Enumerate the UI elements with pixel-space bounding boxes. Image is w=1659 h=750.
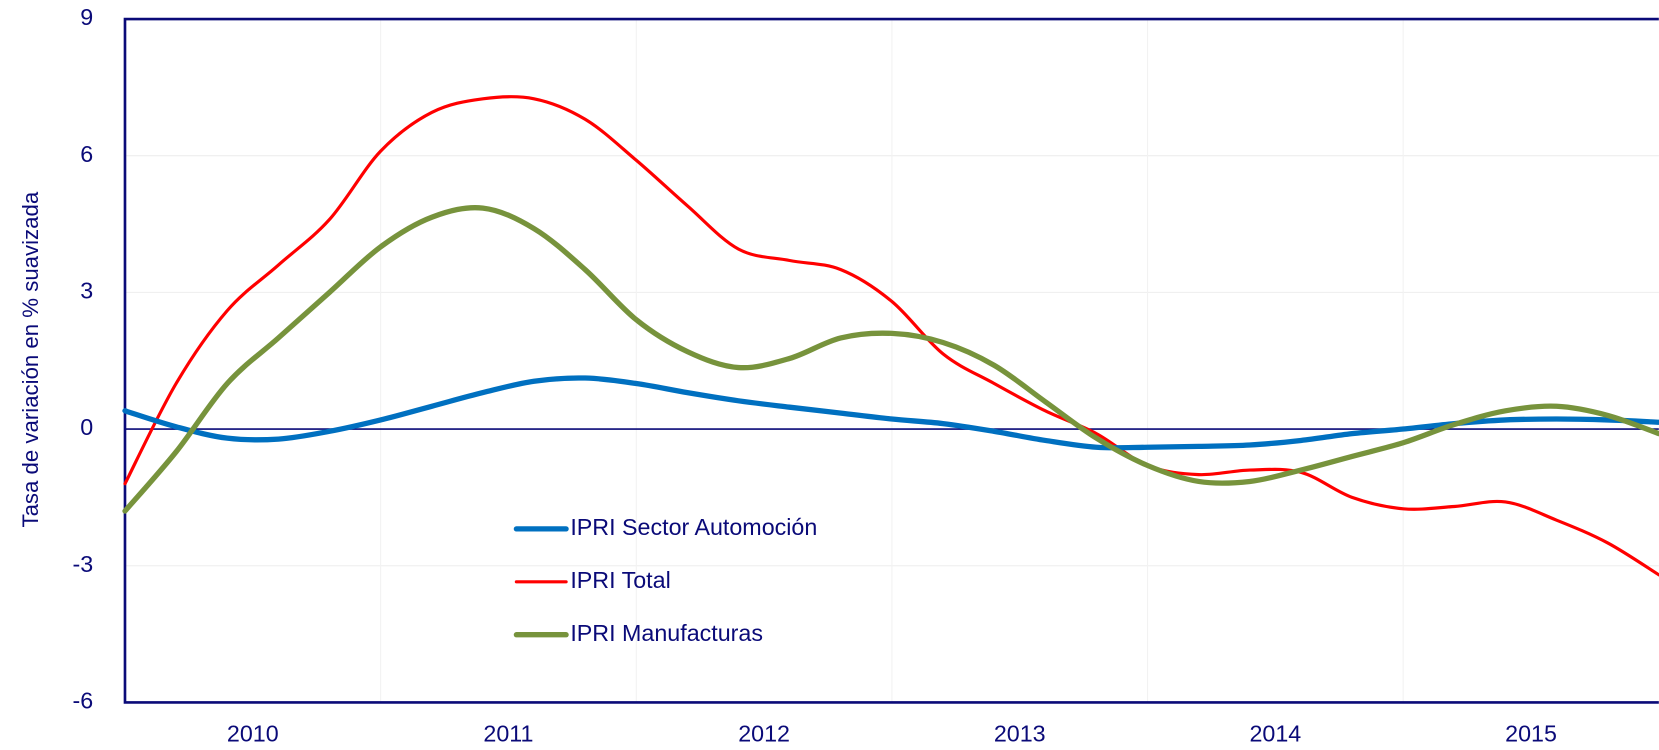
y-tick-label: 9: [80, 4, 93, 30]
x-tick-label: 2015: [1505, 720, 1557, 746]
legend-label: IPRI Total: [570, 567, 670, 593]
legend-label: IPRI Manufacturas: [570, 620, 763, 646]
y-axis-label: Tasa de variación en % suavizada: [18, 191, 43, 527]
x-tick-label: 2014: [1249, 720, 1301, 746]
series-line: [123, 95, 1659, 577]
legend-label: IPRI Sector Automoción: [570, 514, 817, 540]
series-line: [122, 205, 1659, 514]
x-tick-label: 2013: [994, 720, 1046, 746]
x-tick-label: 2012: [738, 720, 790, 746]
plot-frame: [123, 17, 1659, 704]
y-tick-label: 6: [80, 141, 93, 167]
y-tick-label: 3: [80, 278, 93, 304]
series-line: [122, 375, 1659, 451]
x-tick-label: 2011: [483, 720, 533, 746]
x-tick-label: 2010: [227, 720, 279, 746]
y-tick-label: 0: [80, 414, 93, 440]
y-tick-label: -3: [73, 551, 94, 577]
y-tick-label: -6: [73, 688, 94, 714]
